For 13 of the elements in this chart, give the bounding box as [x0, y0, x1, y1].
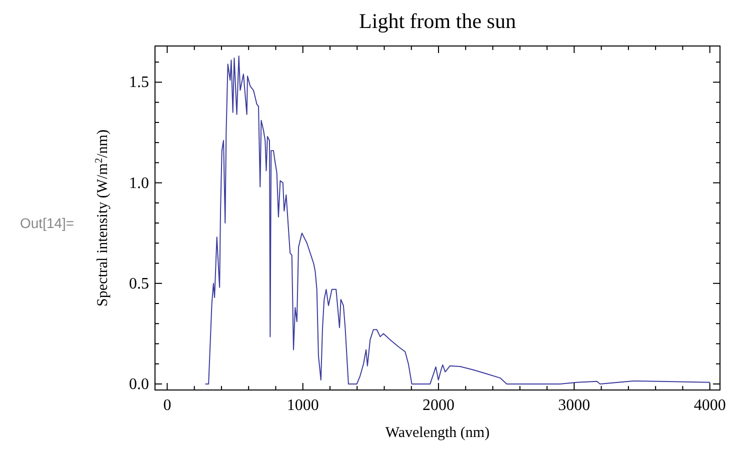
chart-title: Light from the sun — [359, 9, 516, 33]
y-tick-label: 0.5 — [129, 275, 149, 292]
x-tick-label: 1000 — [286, 397, 319, 414]
line-series — [204, 56, 711, 384]
y-tick-label: 1.0 — [129, 174, 149, 192]
x-tick-label: 3000 — [558, 397, 590, 414]
x-tick-label: 4000 — [694, 397, 726, 414]
y-tick-label: 1.5 — [129, 74, 149, 92]
x-axis-title: Wavelength (nm) — [385, 425, 490, 441]
x-tick-label: 0 — [163, 397, 172, 414]
text: Out[14]= — [20, 215, 74, 231]
x-tick-label: 2000 — [422, 397, 455, 414]
y-tick-label: 0.0 — [129, 376, 149, 393]
